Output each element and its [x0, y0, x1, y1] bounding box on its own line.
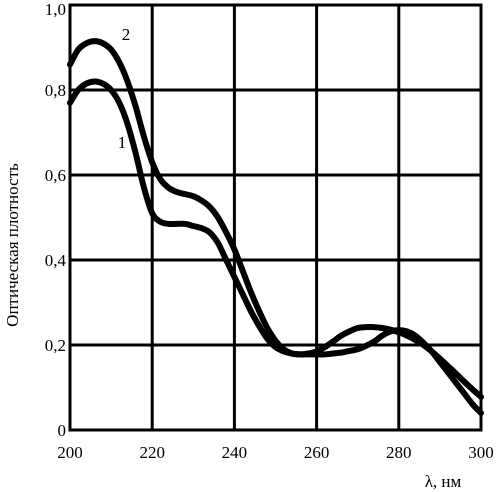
x-tick-label: 200: [57, 443, 83, 462]
x-tick-label: 300: [468, 443, 494, 462]
series-lines: [67, 38, 484, 416]
series-line-2: [67, 38, 484, 400]
series-line-1: [67, 78, 484, 416]
x-tick-label: 220: [139, 443, 165, 462]
x-tick-label: 280: [386, 443, 412, 462]
y-tick-label: 0,4: [45, 251, 67, 270]
x-axis-label: λ, нм: [425, 472, 462, 491]
y-tick-labels: 0 0,2 0,4 0,6 0,8 1,0: [45, 0, 67, 440]
y-tick-label: 1,0: [45, 0, 66, 19]
y-tick-label: 0,2: [45, 336, 66, 355]
plot-frame: [68, 3, 483, 432]
series-label-1: 1: [118, 133, 127, 152]
grid: [68, 3, 483, 432]
series-label-2: 2: [122, 25, 131, 44]
series-labels: 12: [118, 25, 131, 152]
y-tick-label: 0,8: [45, 81, 66, 100]
y-tick-label: 0,6: [45, 166, 66, 185]
x-tick-labels: 200 220 240 260 280 300: [57, 443, 494, 462]
plot-border: [68, 3, 483, 432]
y-tick-label: 0: [58, 421, 67, 440]
y-axis-label: Оптическая плотность: [3, 163, 22, 327]
x-tick-label: 260: [304, 443, 330, 462]
x-tick-label: 240: [222, 443, 248, 462]
